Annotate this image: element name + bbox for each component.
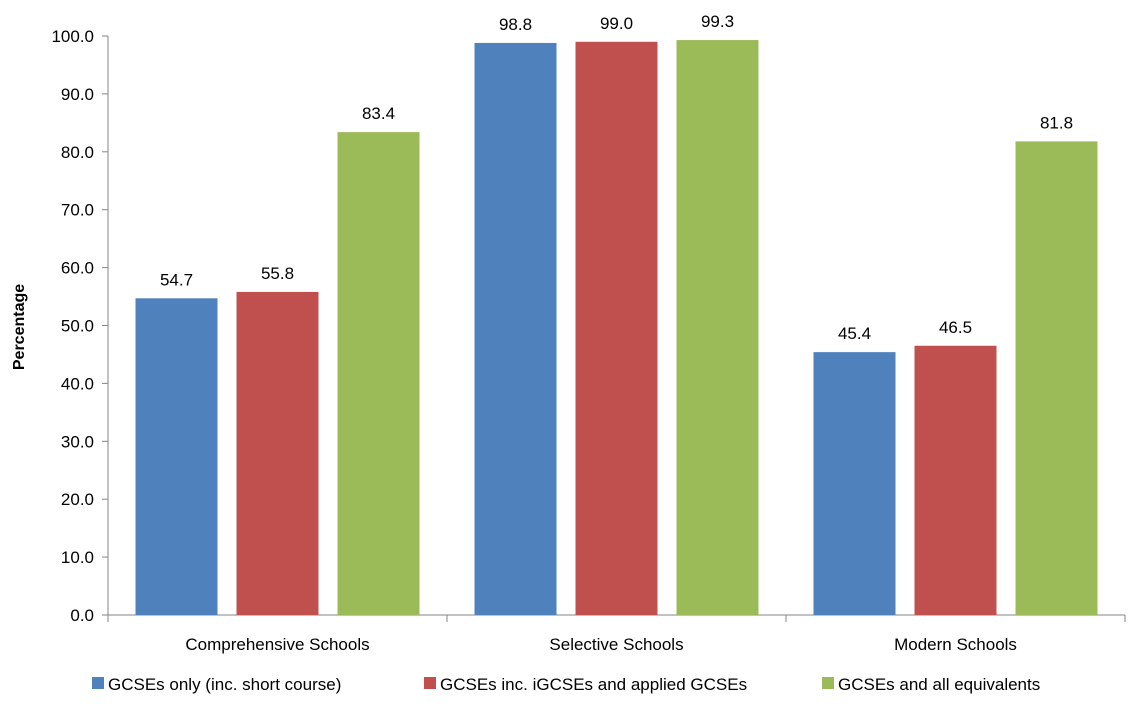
x-category-label: Modern Schools xyxy=(894,635,1017,654)
bar xyxy=(575,41,658,616)
y-tick-label: 10.0 xyxy=(61,548,94,567)
legend-label: GCSEs only (inc. short course) xyxy=(108,675,341,694)
y-tick-label: 40.0 xyxy=(61,374,94,393)
x-category-label: Comprehensive Schools xyxy=(185,635,369,654)
bar xyxy=(1015,141,1098,616)
bar xyxy=(914,345,997,615)
bar xyxy=(474,42,557,615)
data-label: 99.0 xyxy=(600,14,633,33)
legend-swatch xyxy=(424,677,436,689)
data-label: 98.8 xyxy=(499,15,532,34)
legend-swatch xyxy=(92,677,104,689)
data-label: 81.8 xyxy=(1040,113,1073,132)
data-label: 55.8 xyxy=(261,264,294,283)
data-label: 54.7 xyxy=(160,270,193,289)
y-tick-label: 20.0 xyxy=(61,490,94,509)
bar xyxy=(236,291,319,615)
y-tick-label: 30.0 xyxy=(61,432,94,451)
y-tick-label: 100.0 xyxy=(51,27,94,46)
y-tick-label: 0.0 xyxy=(70,606,94,625)
legend-label: GCSEs inc. iGCSEs and applied GCSEs xyxy=(440,675,747,694)
legend-swatch xyxy=(822,677,834,689)
bar xyxy=(813,352,896,615)
data-label: 45.4 xyxy=(838,324,871,343)
y-tick-label: 70.0 xyxy=(61,201,94,220)
x-category-label: Selective Schools xyxy=(549,635,683,654)
y-tick-label: 80.0 xyxy=(61,143,94,162)
data-label: 99.3 xyxy=(701,12,734,31)
bar xyxy=(676,40,759,616)
y-tick-label: 50.0 xyxy=(61,317,94,336)
y-axis-title: Percentage xyxy=(11,284,28,370)
bar xyxy=(135,298,218,615)
y-tick-label: 90.0 xyxy=(61,85,94,104)
data-label: 46.5 xyxy=(939,318,972,337)
bar xyxy=(337,132,420,615)
data-label: 83.4 xyxy=(362,104,395,123)
y-tick-label: 60.0 xyxy=(61,259,94,278)
legend-label: GCSEs and all equivalents xyxy=(838,675,1040,694)
